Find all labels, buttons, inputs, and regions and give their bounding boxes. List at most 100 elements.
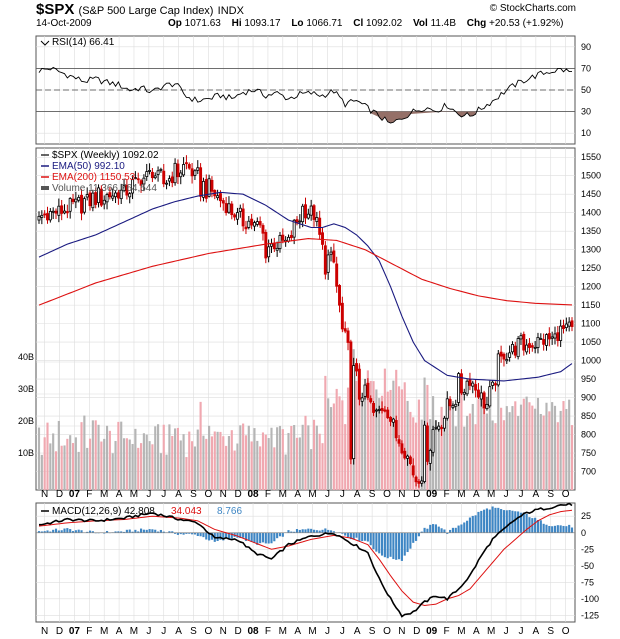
candle-body xyxy=(272,242,276,249)
x-axis-label: N xyxy=(41,626,48,637)
candle-body xyxy=(102,199,106,205)
macd-histogram-bar xyxy=(346,532,350,537)
macd-histogram-bar xyxy=(57,530,60,533)
x-axis-label: M xyxy=(487,626,495,637)
macd-histogram-bar xyxy=(137,531,140,533)
x-axis-label: N xyxy=(398,489,405,500)
macd-histogram-bar xyxy=(210,532,214,540)
candle-body xyxy=(363,384,367,397)
candle-body xyxy=(68,198,72,212)
volume-bar xyxy=(412,417,415,490)
candle-body xyxy=(153,175,157,179)
candle-body xyxy=(493,383,497,386)
candle-body xyxy=(221,200,225,204)
macd-histogram-bar xyxy=(276,532,279,539)
rsi-legend-icon xyxy=(40,40,50,46)
volume-bar xyxy=(162,424,165,490)
volume-bar xyxy=(134,428,137,490)
change-label: Chg xyxy=(466,18,487,29)
candle-body xyxy=(315,217,319,222)
candle-body xyxy=(54,210,58,214)
macd-histogram-bar xyxy=(534,517,537,533)
candle-body xyxy=(51,210,55,213)
candle-body xyxy=(85,194,89,198)
macd-histogram-bar xyxy=(188,532,191,534)
candle-body xyxy=(304,204,307,219)
candle-body xyxy=(513,345,517,356)
candle-body xyxy=(445,398,449,419)
candle-body xyxy=(414,476,418,483)
x-axis-label: S xyxy=(369,626,376,637)
volume-bar xyxy=(341,400,344,490)
x-axis-label: S xyxy=(190,489,197,500)
volume-bar xyxy=(468,413,472,490)
candle-body xyxy=(238,207,242,212)
volume-bar xyxy=(261,432,265,490)
macd-histogram-bar xyxy=(454,527,457,533)
macd-histogram-bar xyxy=(54,528,58,533)
macd-histogram-bar xyxy=(131,531,134,533)
macd-histogram-bar xyxy=(321,529,324,533)
volume-bar xyxy=(154,426,157,490)
price-tick-label: 1200 xyxy=(581,282,601,292)
macd-histogram-bar xyxy=(341,532,344,534)
candle-body xyxy=(519,335,523,340)
macd-histogram-bar xyxy=(369,532,372,546)
candle-body xyxy=(264,232,268,259)
macd-histogram-bar xyxy=(449,529,452,533)
candle-body xyxy=(230,203,234,216)
candle-body xyxy=(545,334,548,346)
volume-bar xyxy=(185,457,188,490)
volume-bar xyxy=(534,408,537,490)
price-tick-label: 700 xyxy=(581,467,596,477)
price-tick-label: 1150 xyxy=(581,300,600,310)
candle-body xyxy=(261,225,265,234)
candle-body xyxy=(218,193,222,202)
candle-body xyxy=(530,345,534,348)
volume-bar xyxy=(103,438,106,490)
volume-bar xyxy=(49,443,52,490)
volume-bar xyxy=(244,435,248,490)
candle-body xyxy=(482,392,486,409)
volume-bar xyxy=(389,389,392,490)
macd-histogram-bar xyxy=(40,531,43,533)
x-axis-label: J xyxy=(340,626,345,637)
macd-histogram-bar xyxy=(378,532,381,554)
macd-histogram-bar xyxy=(451,527,454,533)
candle-body xyxy=(193,170,197,176)
candle-body xyxy=(122,185,126,192)
macd-tick-label: -50 xyxy=(581,561,594,571)
volume-bar xyxy=(227,436,231,490)
candle-body xyxy=(391,418,395,423)
macd-histogram-bar xyxy=(383,532,386,558)
price-tick-label: 750 xyxy=(581,448,596,458)
candle-body xyxy=(57,205,61,216)
macd-histogram-bar xyxy=(151,529,154,533)
ema200-line xyxy=(38,238,573,306)
macd-histogram-bar xyxy=(227,532,231,539)
candle-body xyxy=(48,211,52,221)
x-axis-label: M xyxy=(308,489,316,500)
symbol: $SPX xyxy=(36,1,75,18)
macd-histogram-bar xyxy=(52,529,55,533)
macd-line xyxy=(38,502,573,618)
candle-body xyxy=(281,234,285,241)
volume-bar xyxy=(457,376,460,490)
candle-body xyxy=(306,213,310,219)
volume-bar xyxy=(188,431,191,490)
volume-bar xyxy=(344,424,347,490)
macd-histogram-bar xyxy=(157,531,160,533)
candle-body xyxy=(216,195,220,199)
volume-bar xyxy=(120,421,123,490)
volume-bar xyxy=(94,420,97,490)
price-tick-label: 1450 xyxy=(581,189,601,199)
volume-bar xyxy=(392,380,395,490)
volume-bar xyxy=(528,402,531,490)
candle-body xyxy=(491,381,495,386)
macd-histogram-bar xyxy=(417,532,420,537)
high-value: 1093.17 xyxy=(244,18,281,29)
volume-bar xyxy=(434,420,437,490)
macd-histogram-bar xyxy=(179,532,182,535)
candle-body xyxy=(437,425,441,430)
macd-signal-line xyxy=(38,509,573,606)
